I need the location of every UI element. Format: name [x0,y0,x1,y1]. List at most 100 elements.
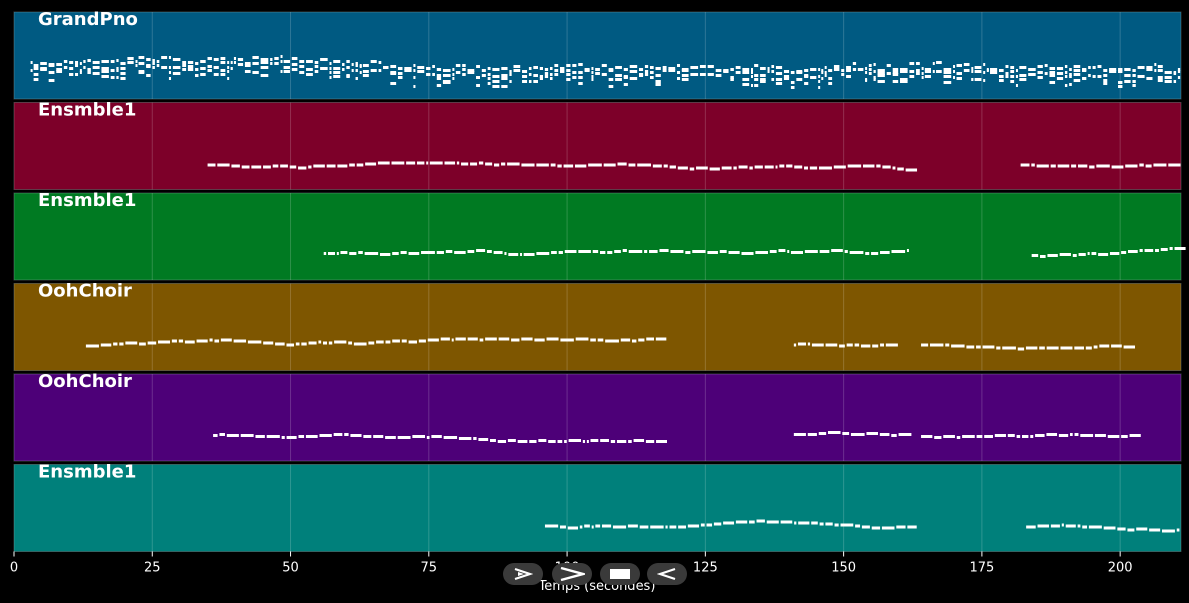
note [1077,164,1088,168]
stop-button[interactable] [600,563,640,585]
note [601,73,607,76]
note [455,64,461,67]
track-label: OohChoir [38,281,132,302]
note [314,65,319,68]
note [846,69,851,72]
note [1103,82,1108,85]
note [771,70,775,73]
note [498,337,510,341]
note [63,60,68,63]
note [390,82,397,85]
note [195,62,199,65]
note [220,57,226,60]
note [584,524,590,528]
note [401,339,407,343]
note [220,338,232,342]
note [400,251,407,254]
note [1010,75,1015,78]
note [376,340,384,344]
note [355,64,358,67]
note [370,60,377,63]
note [771,78,775,81]
note [283,70,290,73]
note [1049,71,1056,74]
forward-button[interactable] [552,563,592,585]
note [161,56,168,59]
note [578,76,583,79]
note [811,343,824,347]
note [161,66,168,69]
x-tick-label: 75 [421,561,438,576]
note [182,64,187,67]
note [397,76,403,79]
note [804,69,809,72]
play-button[interactable] [503,563,543,585]
note [385,436,396,439]
note [754,74,759,77]
note [916,72,920,75]
note [260,74,269,77]
note [138,56,145,59]
note [669,525,677,529]
note [750,71,753,74]
note [612,525,627,529]
note [983,63,986,66]
note [436,74,442,77]
note [456,161,460,165]
note [560,70,565,73]
note [1164,80,1172,83]
note [412,435,426,438]
note [730,78,734,81]
note [485,162,493,166]
note [48,64,55,67]
note [314,61,319,64]
note [962,435,975,438]
note [921,343,929,347]
note [1080,434,1094,437]
note [1010,70,1015,73]
note [1064,71,1068,74]
note [564,250,577,253]
note [811,521,818,525]
note [314,70,319,73]
note [780,520,793,524]
note [721,166,732,170]
note [1109,68,1117,71]
note [550,163,556,167]
note [501,77,508,80]
note [1091,252,1097,255]
track-label: Ensmble1 [38,190,136,211]
note [378,69,382,72]
note [974,70,982,73]
note [1078,253,1086,256]
track-5: OohChoir [13,371,1182,462]
note [1077,524,1081,528]
note [533,74,538,77]
note [451,338,454,342]
note [1157,76,1163,79]
note [283,66,290,69]
note [323,252,327,255]
note [852,68,857,71]
note [574,164,587,168]
note [909,62,915,65]
note [707,65,714,68]
note [1069,68,1072,71]
note [1037,524,1050,528]
tracks-layer: GrandPno Ensmble1 Ensmble1 OohChoir OohChoir… [13,9,1186,552]
note [645,440,655,443]
note [1039,346,1045,350]
note [539,67,543,70]
note [348,341,353,345]
note [655,337,667,341]
note [397,436,411,439]
note [876,164,881,168]
note [478,438,489,441]
rewind-button[interactable] [647,563,687,585]
note [551,251,557,254]
note [1118,68,1123,71]
note [824,74,827,77]
note [650,525,664,529]
note [101,75,109,78]
note [334,340,347,344]
